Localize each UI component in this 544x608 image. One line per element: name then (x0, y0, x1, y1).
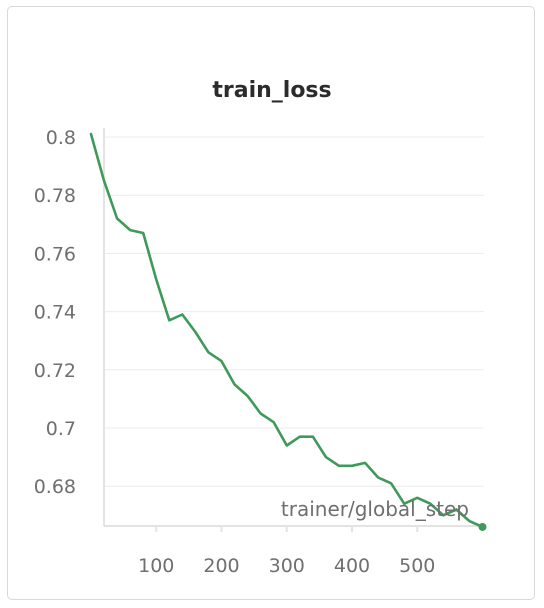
chart-panel (7, 6, 535, 600)
y-tick-label: 0.72 (34, 360, 76, 382)
x-tick-label: 200 (203, 555, 239, 577)
y-tick-label: 0.8 (46, 127, 76, 149)
y-tick-label: 0.76 (34, 243, 76, 265)
x-tick-label: 500 (399, 555, 435, 577)
series-layer (89, 132, 487, 531)
y-tick-label: 0.74 (34, 302, 76, 324)
last-point-marker (478, 522, 487, 531)
x-tick-label: 300 (269, 555, 305, 577)
x-tick-label: 400 (334, 555, 370, 577)
tick-layer: 0.8 0.78 0.76 0.74 0.72 0.7 0.68 100 200 300 400 50… (34, 127, 436, 577)
y-tick-label: 0.7 (46, 418, 76, 440)
x-tick-label: 100 (138, 555, 174, 577)
y-tick-label: 0.78 (34, 185, 76, 207)
loss-series-line (89, 132, 484, 529)
x-axis-label: trainer/global_step (281, 497, 469, 521)
axis-layer (103, 128, 484, 532)
grid-layer (104, 136, 484, 487)
y-tick-label: 0.68 (34, 476, 76, 498)
chart-title: train_loss (212, 78, 331, 103)
